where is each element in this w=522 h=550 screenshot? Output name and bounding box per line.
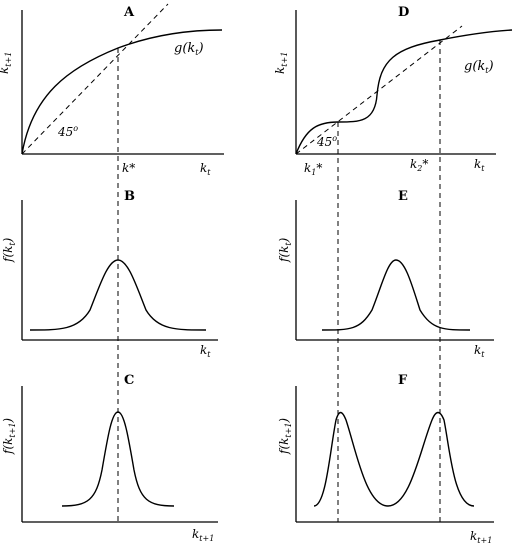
panel-b: B f(kt) kt (1, 189, 218, 359)
panel-e-density-curve (321, 259, 471, 331)
panel-e-y-label: f(kt) (277, 237, 293, 263)
panel-f-y-label: f(kt+1) (277, 418, 293, 455)
panel-e: E f(kt) kt (277, 189, 494, 359)
panel-f-bimodal-curve (313, 411, 475, 507)
panel-c: C f(kt+1) kt+1 (1, 373, 218, 543)
panel-d-marker1-label: k1* (304, 161, 322, 177)
panel-d-angle-label: 45o (316, 134, 337, 149)
panel-a-45-degree-line (21, 3, 169, 155)
panel-c-title: C (124, 373, 134, 388)
panel-a-angle-label: 45o (57, 124, 78, 139)
panel-f: F f(kt+1) kt+1 (277, 373, 494, 545)
panel-f-title: F (398, 373, 408, 388)
panel-b-x-label: kt (200, 343, 211, 359)
panel-a-x-label: kt (200, 161, 211, 177)
panel-d: D kt+1 g(kt) 45o k1* k2* kt (273, 5, 513, 177)
panel-b-title: B (124, 189, 135, 204)
panel-a-marker-label: k* (122, 161, 135, 175)
panel-a-curve-label: g(kt) (174, 41, 204, 57)
panel-a-title: A (123, 5, 135, 20)
panel-f-x-label: kt+1 (470, 529, 492, 545)
panel-d-x-label: kt (474, 157, 485, 173)
panel-e-x-label: kt (474, 343, 485, 359)
panel-a: A kt+1 g(kt) 45o k* kt (0, 3, 224, 177)
panel-d-g-curve (295, 29, 513, 155)
panel-d-y-label: kt+1 (273, 52, 289, 74)
panel-e-title: E (398, 189, 408, 204)
panel-d-curve-label: g(kt) (464, 59, 494, 75)
panel-d-marker2-label: k2* (410, 157, 428, 173)
panel-d-title: D (398, 5, 409, 20)
panel-b-y-label: f(kt) (1, 237, 17, 263)
panel-c-y-label: f(kt+1) (1, 418, 17, 455)
panel-a-y-label: kt+1 (0, 52, 13, 74)
panel-d-45-degree-line (295, 25, 463, 155)
panel-c-x-label: kt+1 (192, 527, 214, 543)
